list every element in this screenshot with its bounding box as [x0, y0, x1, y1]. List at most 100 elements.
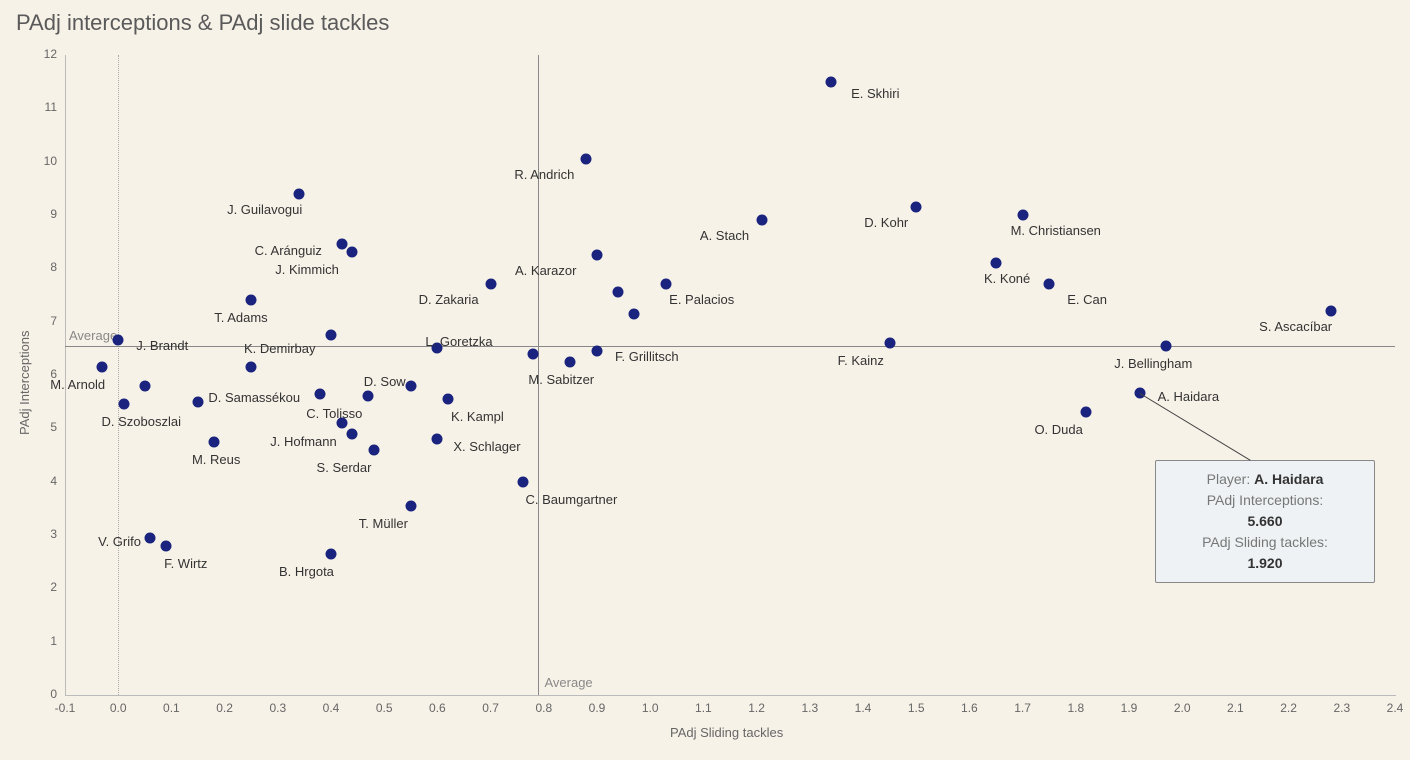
- scatter-point[interactable]: [528, 348, 539, 359]
- scatter-point[interactable]: [161, 540, 172, 551]
- scatter-point[interactable]: [208, 436, 219, 447]
- point-label: K. Koné: [984, 271, 1030, 286]
- point-label: D. Samassékou: [208, 390, 300, 405]
- x-tick-label: 0.2: [216, 701, 233, 715]
- point-label: J. Guilavogui: [227, 202, 302, 217]
- scatter-point[interactable]: [113, 335, 124, 346]
- scatter-point[interactable]: [246, 362, 257, 373]
- scatter-point[interactable]: [326, 548, 337, 559]
- y-tick-label: 0: [27, 687, 57, 701]
- point-label: L. Goretzka: [425, 334, 492, 349]
- point-label: V. Grifo: [98, 534, 141, 549]
- tooltip-row: PAdj Interceptions:: [1170, 490, 1360, 511]
- scatter-point[interactable]: [517, 476, 528, 487]
- scatter-point[interactable]: [1017, 210, 1028, 221]
- point-label: C. Tolisso: [306, 406, 362, 421]
- x-tick-label: 0.7: [482, 701, 499, 715]
- scatter-point[interactable]: [139, 380, 150, 391]
- x-tick-label: 0.5: [376, 701, 393, 715]
- point-label: J. Bellingham: [1114, 356, 1192, 371]
- scatter-point[interactable]: [756, 215, 767, 226]
- point-label: K. Kampl: [451, 409, 504, 424]
- y-tick-label: 3: [27, 527, 57, 541]
- avg-label-y: Average: [69, 328, 117, 343]
- x-tick-label: 0.1: [163, 701, 180, 715]
- scatter-point[interactable]: [246, 295, 257, 306]
- scatter-point[interactable]: [432, 434, 443, 445]
- scatter-point[interactable]: [347, 247, 358, 258]
- axis-frame: [65, 55, 1396, 696]
- scatter-point[interactable]: [661, 279, 672, 290]
- scatter-point[interactable]: [443, 394, 454, 405]
- x-tick-label: 0.9: [589, 701, 606, 715]
- y-tick-label: 10: [27, 154, 57, 168]
- scatter-point[interactable]: [347, 428, 358, 439]
- x-tick-label: 1.4: [855, 701, 872, 715]
- x-tick-label: 1.9: [1121, 701, 1138, 715]
- scatter-point[interactable]: [884, 338, 895, 349]
- point-label: E. Skhiri: [851, 86, 899, 101]
- scatter-point[interactable]: [363, 391, 374, 402]
- scatter-point[interactable]: [613, 287, 624, 298]
- scatter-point[interactable]: [911, 202, 922, 213]
- x-tick-label: -0.1: [55, 701, 76, 715]
- scatter-point[interactable]: [629, 308, 640, 319]
- point-label: D. Kohr: [864, 215, 908, 230]
- point-label: M. Reus: [192, 452, 240, 467]
- point-label: A. Haidara: [1158, 389, 1219, 404]
- y-tick-label: 4: [27, 474, 57, 488]
- scatter-point[interactable]: [97, 362, 108, 373]
- x-tick-label: 1.3: [801, 701, 818, 715]
- point-label: R. Andrich: [514, 167, 574, 182]
- y-tick-label: 2: [27, 580, 57, 594]
- x-tick-label: 1.5: [908, 701, 925, 715]
- x-tick-label: 2.1: [1227, 701, 1244, 715]
- scatter-point[interactable]: [145, 532, 156, 543]
- scatter-point[interactable]: [336, 418, 347, 429]
- scatter-point[interactable]: [826, 76, 837, 87]
- point-label: M. Sabitzer: [528, 372, 594, 387]
- point-label: O. Duda: [1034, 422, 1082, 437]
- scatter-point[interactable]: [405, 380, 416, 391]
- x-tick-label: 0.6: [429, 701, 446, 715]
- scatter-point[interactable]: [368, 444, 379, 455]
- scatter-point[interactable]: [294, 188, 305, 199]
- tooltip-value: 1.920: [1170, 553, 1360, 574]
- zero-x-line: [118, 55, 119, 695]
- scatter-point[interactable]: [485, 279, 496, 290]
- tooltip-row: PAdj Sliding tackles:: [1170, 532, 1360, 553]
- hover-tooltip: Player: A. HaidaraPAdj Interceptions:5.6…: [1155, 460, 1375, 583]
- scatter-point[interactable]: [193, 396, 204, 407]
- scatter-point[interactable]: [1044, 279, 1055, 290]
- scatter-point[interactable]: [326, 330, 337, 341]
- scatter-point[interactable]: [405, 500, 416, 511]
- x-tick-label: 0.8: [535, 701, 552, 715]
- y-axis-label: PAdj Interceptions: [17, 330, 32, 435]
- scatter-point[interactable]: [118, 399, 129, 410]
- point-label: T. Adams: [214, 310, 267, 325]
- scatter-point[interactable]: [565, 356, 576, 367]
- point-label: J. Brandt: [136, 338, 188, 353]
- scatter-point[interactable]: [336, 239, 347, 250]
- scatter-point[interactable]: [315, 388, 326, 399]
- y-tick-label: 11: [27, 100, 57, 114]
- point-label: K. Demirbay: [244, 341, 316, 356]
- scatter-point[interactable]: [592, 346, 603, 357]
- scatter-plot: 0123456789101112-0.10.00.10.20.30.40.50.…: [65, 55, 1395, 695]
- point-label: E. Can: [1067, 292, 1107, 307]
- x-tick-label: 2.2: [1280, 701, 1297, 715]
- point-label: D. Szoboszlai: [102, 414, 181, 429]
- scatter-point[interactable]: [1326, 306, 1337, 317]
- scatter-point[interactable]: [1081, 407, 1092, 418]
- scatter-point[interactable]: [1161, 340, 1172, 351]
- x-tick-label: 1.8: [1067, 701, 1084, 715]
- point-label: S. Ascacíbar: [1259, 319, 1332, 334]
- chart-title: PAdj interceptions & PAdj slide tackles: [16, 10, 389, 36]
- scatter-point[interactable]: [592, 250, 603, 261]
- point-label: J. Hofmann: [270, 434, 336, 449]
- point-label: M. Arnold: [50, 377, 105, 392]
- scatter-point[interactable]: [581, 154, 592, 165]
- point-label: X. Schlager: [453, 439, 520, 454]
- scatter-point[interactable]: [991, 258, 1002, 269]
- x-tick-label: 0.4: [323, 701, 340, 715]
